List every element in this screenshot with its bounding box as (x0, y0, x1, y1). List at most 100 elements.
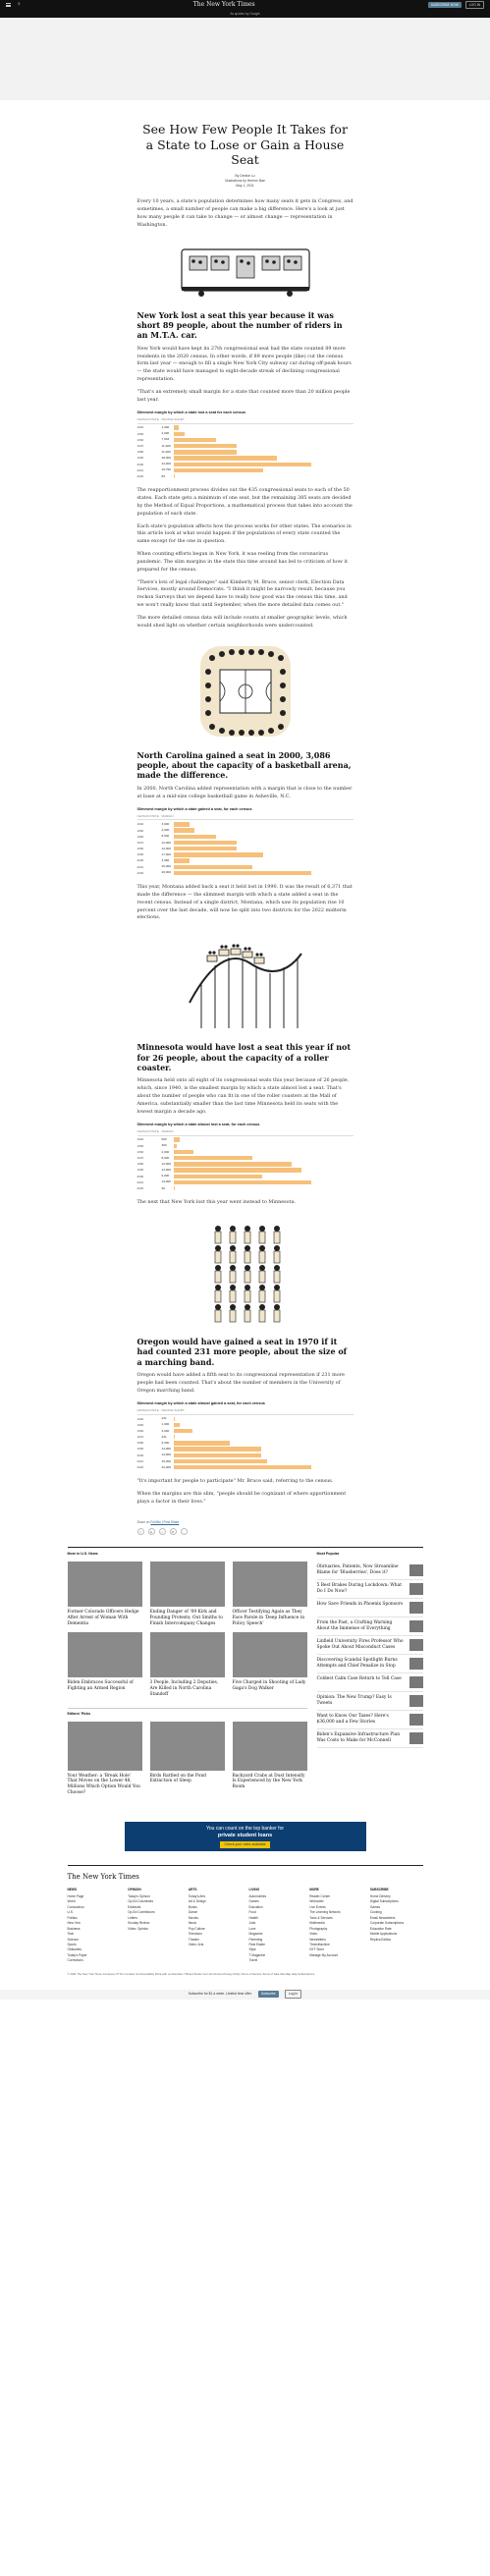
footer-link[interactable]: The Learning Network (309, 1910, 341, 1915)
footer-link[interactable]: Health (248, 1915, 258, 1920)
popular-thumbnail[interactable] (408, 1694, 423, 1707)
footer-link[interactable]: Style (248, 1947, 256, 1952)
popular-item[interactable]: Linfield University Fires Professor Who … (316, 1636, 423, 1655)
footer-link[interactable]: Real Estate (248, 1942, 265, 1946)
footer-link[interactable]: Parenting (248, 1937, 263, 1942)
footer-link[interactable]: Manage My Account (309, 1952, 339, 1957)
popular-headline[interactable]: From the Past, a Crafting Warning About … (316, 1619, 393, 1631)
story-thumbnail[interactable] (232, 1721, 307, 1771)
story-card[interactable]: Ending Danger of '09 Kirk and Pounding P… (149, 1561, 225, 1627)
popular-thumbnail[interactable] (408, 1582, 423, 1595)
footer-link[interactable]: T Magazine (248, 1952, 266, 1957)
footer-link[interactable]: Food (248, 1910, 256, 1915)
popular-item[interactable]: From the Past, a Crafting Warning About … (316, 1617, 423, 1636)
footer-link[interactable]: Video: Opinion (128, 1926, 149, 1931)
footer-column-heading[interactable]: More (309, 1888, 319, 1892)
bottom-subscribe-button[interactable]: Subscribe (257, 1991, 279, 1999)
footer-link[interactable]: Art & Design (188, 1899, 206, 1904)
footer-link[interactable]: Magazine (248, 1932, 263, 1937)
search-icon[interactable]: ⚲ (18, 2, 21, 7)
footer-link[interactable]: Movies (188, 1915, 198, 1920)
story-thumbnail[interactable] (149, 1721, 225, 1771)
footer-column-heading[interactable]: Subscribe (369, 1888, 389, 1892)
footer-link[interactable]: Dance (188, 1910, 198, 1915)
popular-thumbnail[interactable] (408, 1657, 423, 1670)
footer-link[interactable]: Video: Arts (188, 1942, 204, 1946)
story-card[interactable]: Birds Rattled on the Pond Extinction of … (149, 1721, 225, 1797)
footer-link[interactable]: Tools & Services (309, 1915, 333, 1920)
story-thumbnail[interactable] (232, 1561, 307, 1607)
footer-column-heading[interactable]: News (67, 1888, 78, 1892)
footer-link[interactable]: Live Events (309, 1904, 326, 1909)
login-button[interactable]: Log In (464, 0, 484, 10)
footer-link[interactable]: Tech (67, 1932, 75, 1937)
footer-link[interactable]: Newsletters (309, 1937, 326, 1942)
footer-link[interactable]: Today's Arts (188, 1894, 205, 1899)
footer-link[interactable]: Today's Paper (67, 1952, 87, 1957)
popular-headline[interactable]: Biden's Expansive Infrastructure Plan Wa… (316, 1731, 401, 1743)
footer-link[interactable]: Automobiles (248, 1894, 267, 1899)
footer-link[interactable]: Photography (309, 1926, 328, 1931)
story-card[interactable]: 3 People, Including 2 Deputies, Are Kill… (149, 1632, 225, 1698)
story-thumbnail[interactable] (149, 1561, 225, 1607)
story-thumbnail[interactable] (149, 1632, 225, 1678)
popular-item[interactable]: 5 Best Brakes During Lockdown: What Do I… (316, 1580, 423, 1599)
footer-link[interactable]: NYT Store (309, 1947, 325, 1952)
hamburger-menu-icon[interactable] (6, 3, 11, 7)
story-card[interactable]: Your Weather: a 'Break Hole' That Moves … (67, 1721, 142, 1797)
footer-link[interactable]: Politics (67, 1915, 78, 1920)
story-thumbnail[interactable] (232, 1632, 307, 1678)
bottom-ad[interactable]: You can count on the top banker for priv… (124, 1822, 366, 1852)
popular-thumbnail[interactable] (408, 1731, 423, 1744)
popular-item[interactable]: Biden's Expansive Infrastructure Plan Wa… (316, 1729, 423, 1748)
story-headline[interactable]: Your Weather: a 'Break Hole' That Moves … (67, 1773, 140, 1796)
footer-link[interactable]: Wirecutter (309, 1899, 324, 1904)
footer-link[interactable]: Games (248, 1899, 259, 1904)
popular-headline[interactable]: Discovering Scandal Spotlight Burns Atte… (316, 1657, 398, 1669)
popular-item[interactable]: Coldest Calm Case Return to Tell Case (316, 1673, 423, 1692)
popular-thumbnail[interactable] (408, 1619, 423, 1632)
story-headline[interactable]: Officer Testifying Again as They Face Pa… (232, 1609, 305, 1626)
footer-link[interactable]: World (67, 1899, 76, 1904)
popular-headline[interactable]: Want to Know Our Taxes? Here's $36,000 a… (316, 1713, 389, 1725)
footer-link[interactable]: Video (309, 1932, 318, 1937)
more-share-icon[interactable]: … (180, 1528, 188, 1536)
byline-author[interactable]: By Denise Lu (235, 173, 255, 178)
footer-link[interactable]: Television (188, 1932, 202, 1937)
footer-link[interactable]: Cooking (369, 1910, 382, 1915)
popular-item[interactable]: Want to Know Our Taxes? Here's $36,000 a… (316, 1711, 423, 1729)
footer-link[interactable]: Home Page (67, 1894, 84, 1899)
story-card[interactable]: Former Colorado Officers Hedge After Arr… (67, 1561, 142, 1627)
popular-headline[interactable]: Coldest Calm Case Return to Tell Case (316, 1675, 402, 1681)
footer-link[interactable]: Letters (128, 1915, 137, 1920)
footer-link[interactable]: Replica Edition (369, 1937, 392, 1942)
footer-link[interactable]: Travel (248, 1958, 258, 1963)
footer-link[interactable]: Theater (188, 1937, 199, 1942)
twitter-icon[interactable]: t (158, 1528, 166, 1536)
story-card[interactable]: Backyard Crabs at Dust Intensify Is Expe… (232, 1721, 307, 1797)
footer-link[interactable]: New York (67, 1921, 81, 1926)
ad-cta-button[interactable]: Check your rates available (220, 1840, 270, 1848)
popular-headline[interactable]: Opinion: The New Trump? Easy Is Tweets (316, 1694, 392, 1706)
whatsapp-icon[interactable]: w (147, 1528, 155, 1536)
footer-link[interactable]: Business (67, 1926, 81, 1931)
popular-item[interactable]: Opinion: The New Trump? Easy Is Tweets (316, 1692, 423, 1711)
footer-link[interactable]: Sports (67, 1942, 77, 1946)
footer-link[interactable]: Editorials (128, 1904, 141, 1909)
footer-column-heading[interactable]: Arts (188, 1888, 197, 1892)
footer-link[interactable]: Music (188, 1921, 197, 1926)
subscribe-button[interactable]: Subscribe Now (427, 1, 462, 9)
footer-link[interactable]: Email Newsletters (369, 1915, 396, 1920)
footer-link[interactable]: Education (248, 1904, 263, 1909)
footer-link[interactable]: Home Delivery (369, 1894, 391, 1899)
story-card[interactable]: Biden Embraces Successful of Fighting an… (67, 1632, 142, 1698)
footer-link[interactable]: Love (248, 1926, 256, 1931)
story-headline[interactable]: 3 People, Including 2 Deputies, Are Kill… (149, 1680, 219, 1698)
popular-thumbnail[interactable] (408, 1563, 423, 1576)
story-thumbnail[interactable] (67, 1632, 142, 1678)
share-link[interactable]: Full Bio | Post Share (150, 1519, 180, 1524)
email-icon[interactable]: ✉ (169, 1528, 177, 1536)
popular-item[interactable]: How Save Friends in Phoenix Sponsors (316, 1599, 423, 1617)
story-headline[interactable]: Biden Embraces Successful of Fighting an… (67, 1680, 134, 1692)
footer-link[interactable]: Education Rate (369, 1926, 392, 1931)
